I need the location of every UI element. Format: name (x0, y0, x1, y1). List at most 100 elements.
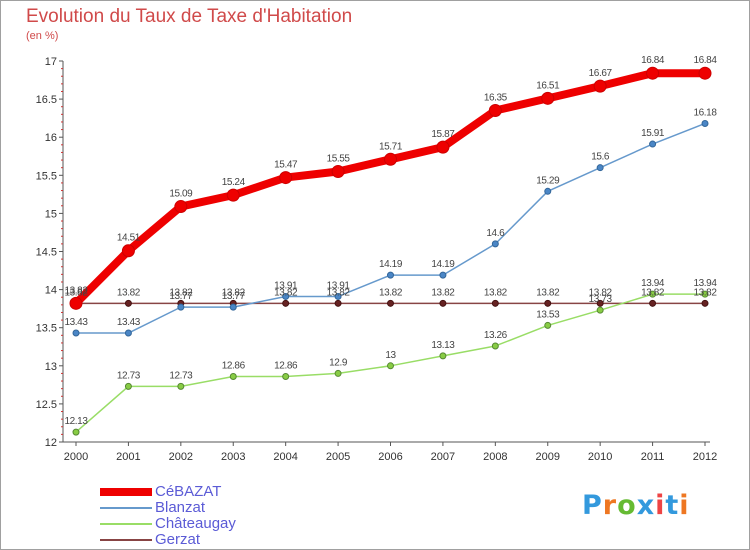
logo-letter: i (679, 490, 690, 521)
y-tick-label: 15.5 (36, 170, 57, 182)
x-tick-label: 2005 (326, 451, 350, 463)
data-point-gerzat (334, 299, 342, 307)
data-point-cebazat (436, 140, 450, 154)
data-point-cebazat (279, 171, 293, 185)
data-label-chateaugay: 12.86 (222, 360, 246, 371)
data-label-gerzat: 13.82 (169, 287, 193, 298)
data-point-cebazat (69, 296, 83, 310)
logo-letter: P (582, 490, 603, 521)
data-point-chateaugay (701, 290, 709, 298)
data-label-chateaugay: 13.13 (431, 340, 455, 351)
data-label-cebazat: 15.71 (379, 141, 403, 152)
legend-swatch (100, 488, 152, 496)
legend-label: Châteaugay (155, 515, 236, 532)
data-label-blanzat: 13.91 (327, 280, 351, 291)
legend-swatch (100, 507, 152, 509)
data-label-blanzat: 14.19 (431, 259, 455, 270)
y-tick-label: 14 (45, 285, 57, 297)
data-point-gerzat (544, 299, 552, 307)
axes: 12 12.5 13 13.5 14 14.5 15 15.5 16 16.5 17 2000 2001… (36, 56, 718, 463)
data-label-blanzat: 13.43 (64, 317, 88, 328)
x-tick-label: 2010 (588, 451, 612, 463)
data-point-blanzat (334, 292, 342, 300)
data-label-chateaugay: 13.94 (641, 278, 665, 289)
data-point-chateaugay (439, 352, 447, 360)
legend-item-blanzat: Blanzat (100, 500, 320, 516)
data-point-chateaugay (387, 362, 394, 370)
data-point-blanzat (387, 271, 394, 279)
series-lines (69, 66, 712, 436)
y-tick-label: 17 (45, 56, 57, 68)
legend-label: CéBAZAT (155, 483, 222, 500)
data-point-blanzat (544, 187, 552, 195)
data-label-blanzat: 13.77 (169, 291, 193, 302)
data-point-cebazat (331, 164, 345, 178)
data-point-chateaugay (334, 369, 342, 377)
data-label-cebazat: 16.84 (693, 55, 717, 66)
unit-label: (en %) (26, 30, 59, 42)
data-label-chateaugay: 13 (385, 350, 396, 361)
y-tick-label: 13.5 (36, 323, 57, 335)
data-point-gerzat (649, 299, 657, 307)
logo-letter: x (636, 490, 656, 521)
data-point-chateaugay (177, 382, 185, 390)
data-label-blanzat: 16.18 (693, 107, 717, 118)
proxiti-logo: Proxiti (582, 490, 690, 521)
data-label-chateaugay: 12.73 (169, 370, 193, 381)
legend-item-gerzat: Gerzat (100, 532, 320, 548)
y-tick-label: 14.5 (36, 247, 57, 259)
data-label-gerzat: 13.82 (274, 287, 298, 298)
logo-letter: t (665, 490, 680, 521)
data-label-gerzat: 13.82 (64, 287, 88, 298)
data-label-chateaugay: 12.9 (329, 357, 348, 368)
y-tick-label: 12 (45, 437, 57, 449)
data-label-blanzat: 14.19 (379, 259, 403, 270)
data-point-cebazat (174, 200, 188, 214)
logo-letter: i (655, 490, 666, 521)
x-tick-label: 2004 (273, 451, 297, 463)
x-tick-label: 2003 (221, 451, 245, 463)
data-label-chateaugay: 12.13 (64, 416, 88, 427)
x-tick-label: 2009 (536, 451, 560, 463)
data-label-blanzat: 14.6 (486, 228, 505, 239)
data-point-blanzat (439, 271, 447, 279)
data-point-blanzat (177, 303, 185, 311)
data-point-blanzat (596, 164, 604, 172)
x-tick-label: 2002 (169, 451, 193, 463)
data-label-gerzat: 13.82 (117, 287, 141, 298)
data-point-chateaugay (649, 290, 657, 298)
data-label-cebazat: 15.47 (274, 160, 298, 171)
data-label-cebazat: 13.82 (64, 285, 88, 296)
data-label-gerzat: 13.82 (327, 287, 351, 298)
x-tick-label: 2000 (64, 451, 88, 463)
data-point-cebazat (646, 66, 660, 80)
data-label-cebazat: 15.87 (431, 129, 455, 140)
data-label-blanzat: 13.43 (117, 317, 141, 328)
data-label-cebazat: 16.35 (484, 93, 508, 104)
data-label-cebazat: 16.67 (589, 68, 613, 79)
x-tick-label: 2007 (431, 451, 455, 463)
data-point-chateaugay (544, 321, 552, 329)
data-label-gerzat: 13.82 (589, 287, 613, 298)
data-label-cebazat: 15.24 (222, 177, 246, 188)
x-tick-label: 2006 (378, 451, 402, 463)
data-label-gerzat: 13.82 (484, 287, 508, 298)
data-point-chateaugay (124, 382, 132, 390)
data-label-blanzat: 13.77 (222, 291, 246, 302)
y-tick-label: 12.5 (36, 399, 57, 411)
x-tick-label: 2011 (641, 451, 665, 463)
data-point-blanzat (649, 140, 657, 148)
chart-title: Evolution du Taux de Taxe d'Habitation (26, 6, 353, 27)
data-label-chateaugay: 13.53 (536, 309, 560, 320)
data-label-chateaugay: 12.73 (117, 370, 141, 381)
data-point-chateaugay (72, 428, 80, 436)
data-point-cebazat (488, 104, 502, 118)
data-label-gerzat: 13.82 (693, 287, 717, 298)
legend-swatch (100, 539, 152, 541)
data-point-chateaugay (282, 372, 290, 380)
data-point-chateaugay (596, 306, 604, 314)
data-label-cebazat: 16.84 (641, 55, 665, 66)
data-point-chateaugay (229, 372, 237, 380)
data-label-chateaugay: 13.73 (589, 294, 613, 305)
